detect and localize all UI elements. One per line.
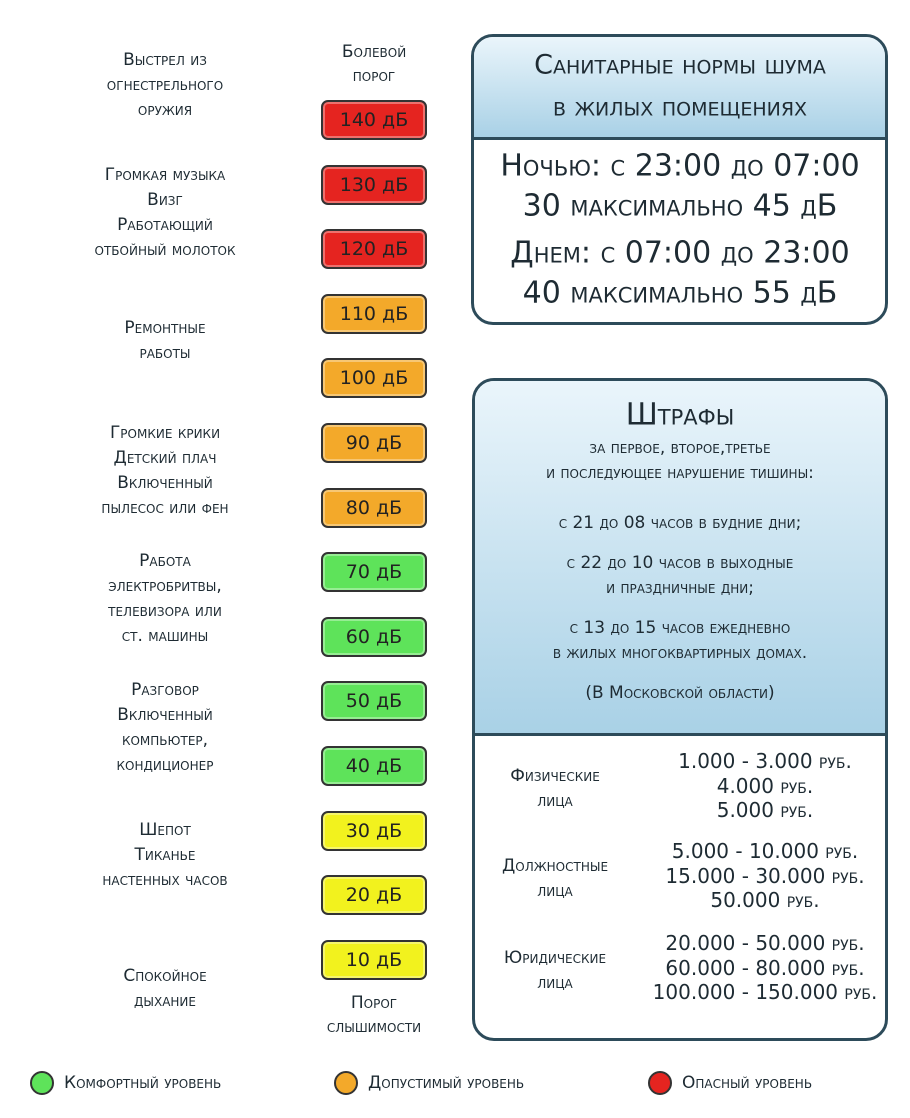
source-label: Разговор [131, 679, 199, 700]
source-label: оружия [137, 100, 193, 120]
legend-swatch [30, 1071, 54, 1095]
legend-swatch [648, 1071, 672, 1095]
fines-subtitle: и последующее нарушение тишины: [546, 463, 814, 483]
level-pill: 20 дБ [321, 875, 427, 916]
level-pill: 10 дБ [321, 939, 427, 980]
penalty-amount: 1.000 - 3.000 руб. [678, 749, 852, 773]
norms-night: 30 максимально 45 дБ [522, 188, 838, 224]
level-pill: 40 дБ [321, 746, 427, 786]
level-pill: 120 дБ [321, 229, 427, 270]
level-pill: 70 дБ [321, 552, 427, 593]
scale-top-label: Болевой [341, 42, 407, 62]
source-label: Включенный [117, 472, 213, 493]
penalty-amount: 50.000 руб. [710, 888, 820, 912]
penalty-entity: лица [537, 791, 573, 811]
legend-swatch [334, 1071, 358, 1095]
fines-rule: и праздничные дни; [606, 578, 754, 598]
penalty-entity: Физические [510, 766, 600, 786]
source-label: Тиканье [134, 845, 196, 865]
source-label: телевизора или [108, 600, 222, 621]
norms-title: в жилых помещениях [552, 91, 808, 123]
penalty-amount: 5.000 руб. [716, 798, 814, 822]
source-label: кондиционер [116, 754, 214, 775]
fines-header [475, 381, 885, 736]
source-label: Выстрел из [123, 50, 207, 70]
source-label: электробритвы, [108, 575, 222, 596]
source-label: Визг [147, 189, 183, 210]
level-pill: 140 дБ [321, 100, 427, 140]
source-label: отбойный молоток [94, 239, 236, 260]
level-pill: 90 дБ [321, 423, 427, 463]
source-label: Громкая музыка [104, 164, 226, 185]
source-label: Детский плач [113, 447, 217, 468]
source-label: Включенный [117, 704, 213, 725]
level-pill: 60 дБ [321, 616, 427, 657]
level-pill: 80 дБ [321, 487, 427, 528]
scale-top-label: порог [352, 66, 396, 86]
source-label: Работа [139, 550, 191, 571]
source-label: пылесос или фен [101, 497, 229, 518]
norms-day: 40 максимально 55 дБ [522, 275, 838, 311]
source-label: ст. машины [121, 625, 209, 646]
source-label: настенных часов [102, 870, 228, 890]
penalty-entity: лица [537, 973, 573, 993]
norms-day: Днем: с 07:00 до 23:00 [510, 235, 850, 271]
fines-subtitle: за первое, второе,третье [589, 438, 771, 458]
level-pill: 130 дБ [321, 164, 427, 205]
source-label: Ремонтные [124, 317, 206, 338]
penalty-amount: 15.000 - 30.000 руб. [665, 863, 865, 888]
level-pill: 110 дБ [321, 293, 427, 334]
level-pill: 100 дБ [321, 358, 427, 399]
penalty-amount: 5.000 - 10.000 руб. [671, 839, 859, 863]
fines-rule: с 21 до 08 часов в будние дни; [558, 513, 802, 533]
norms-panel: Санитарные нормы шума в жилых помещениях Н… [471, 34, 888, 325]
norms-header [474, 37, 885, 140]
legend-label: Комфортный уровень [64, 1073, 222, 1093]
source-label: огнестрельного [106, 75, 224, 95]
source-label: Громкие крики [109, 422, 221, 443]
fines-panel: Штрафы за первое, второе,третье и последую… [472, 378, 888, 1041]
fines-rule: в жилых многоквартирных домах. [552, 643, 808, 663]
source-label: Спокойное [123, 965, 207, 986]
penalty-entity: лица [537, 881, 573, 901]
level-pill: 30 дБ [321, 810, 427, 851]
norms-title: Санитарные нормы шума [534, 49, 826, 81]
norms-night: Ночью: с 23:00 до 07:00 [500, 148, 860, 184]
level-pill: 50 дБ [321, 681, 427, 722]
fines-rule: с 22 до 10 часов в выходные [566, 553, 794, 573]
source-label: компьютер, [121, 729, 209, 750]
penalty-amount: 20.000 - 50.000 руб. [665, 931, 865, 955]
source-label: дыхание [134, 990, 196, 1011]
penalty-entity: Должностные [501, 856, 609, 876]
penalty-entity: Юридические [503, 948, 607, 968]
fines-title: Штрафы [625, 397, 735, 433]
fines-rule: с 13 до 15 часов ежедневно [569, 618, 791, 638]
legend-label: Допустимый уровень [368, 1073, 525, 1093]
legend-label: Опасный уровень [682, 1073, 813, 1093]
scale-bottom-label: Порог [350, 993, 398, 1013]
penalty-amount: 100.000 - 150.000 руб. [652, 980, 878, 1004]
source-label: Шепот [139, 820, 191, 840]
source-label: Работающий [117, 214, 213, 235]
penalty-amount: 60.000 - 80.000 руб. [665, 955, 865, 980]
fines-region: (В Московской области) [585, 683, 775, 703]
scale-bottom-label: слышимости [326, 1017, 422, 1037]
penalty-amount: 4.000 руб. [716, 773, 814, 798]
source-label: работы [139, 342, 191, 363]
